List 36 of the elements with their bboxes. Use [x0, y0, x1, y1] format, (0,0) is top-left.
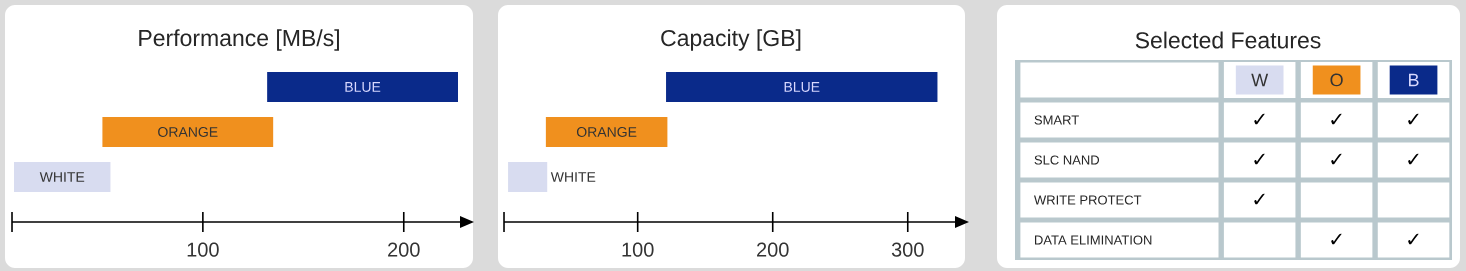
x-tick-label: 200 — [757, 242, 789, 257]
text: ✓ — [1254, 193, 1265, 205]
chart-title: Performance [MB/s] — [139, 29, 339, 51]
x-tick-label: 100 — [187, 242, 219, 257]
text: ✓ — [1408, 153, 1419, 165]
bar — [545, 117, 668, 147]
bar — [508, 162, 548, 192]
y-tick-label: ORANGE — [158, 127, 218, 137]
bar — [102, 117, 274, 147]
bar — [14, 162, 111, 192]
bar — [267, 72, 458, 102]
x-tick-label: 100 — [622, 242, 654, 257]
text: ✓ — [1254, 153, 1265, 165]
y-tick-label: WHITE — [550, 172, 596, 182]
text: Selected Features — [1135, 31, 1321, 49]
x-tick-label: 200 — [388, 242, 420, 257]
text: ✓ — [1331, 113, 1342, 125]
y-tick-label: BLUE — [784, 82, 820, 92]
text: ✓ — [1331, 233, 1342, 245]
category-label: SMART — [1034, 115, 1079, 125]
chart-title: Capacity [GB] — [661, 29, 801, 51]
text: ✓ — [1331, 153, 1342, 165]
y-tick-label: BLUE — [345, 82, 381, 92]
category-label: W — [1251, 73, 1269, 87]
text: ✓ — [1408, 113, 1419, 125]
category-label: SLC NAND — [1034, 155, 1100, 165]
bar — [666, 72, 938, 102]
x-tick-label: 300 — [891, 242, 924, 257]
category-label: DATA ELIMINATION — [1035, 235, 1152, 245]
y-tick-label: WHITE — [39, 172, 85, 182]
category-label: WRITE PROTECT — [1034, 195, 1142, 205]
text: ✓ — [1254, 113, 1265, 125]
text: ✓ — [1408, 233, 1419, 245]
category-label: B — [1409, 73, 1419, 87]
category-label: O — [1330, 73, 1343, 87]
y-tick-label: ORANGE — [576, 127, 637, 137]
